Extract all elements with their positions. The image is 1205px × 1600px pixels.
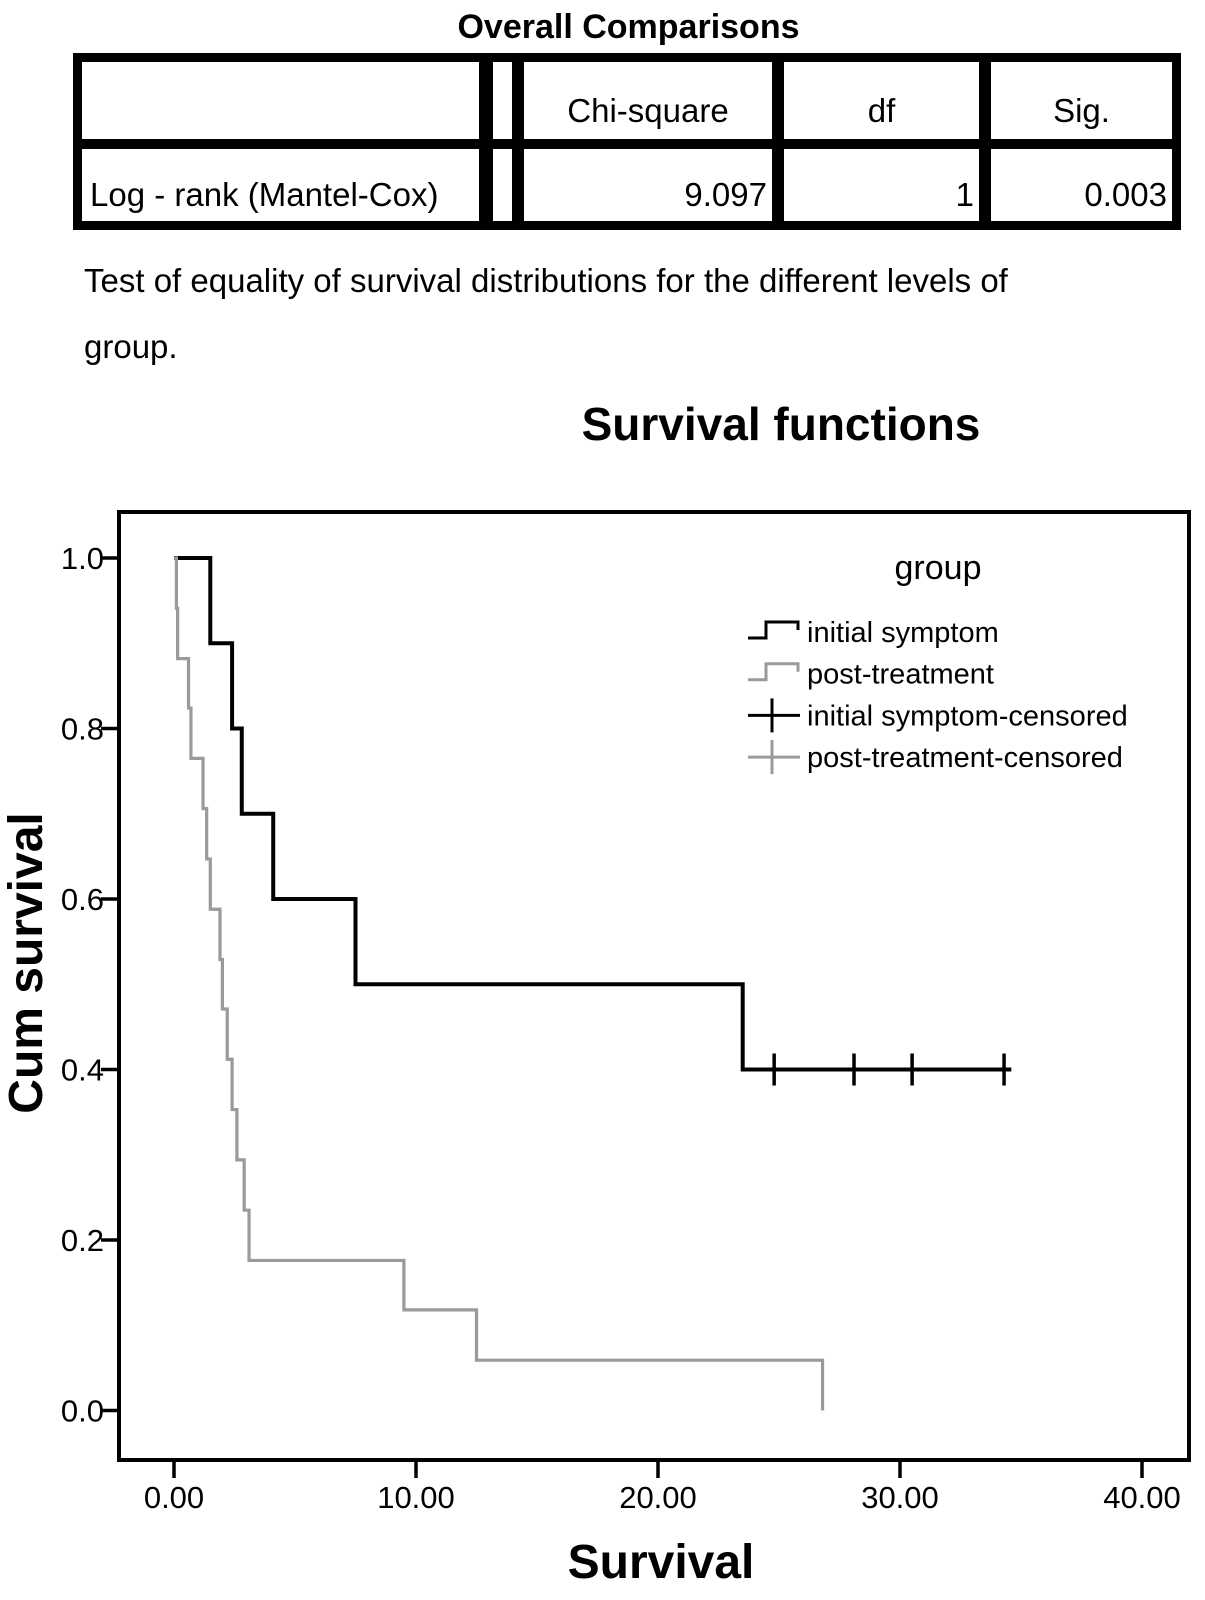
x-tick-label: 30.00: [861, 1480, 939, 1515]
x-tick-label: 10.00: [377, 1480, 455, 1515]
legend-step-symbol: [748, 662, 800, 682]
legend-title: group: [895, 549, 982, 587]
table-value-df: 1: [784, 149, 979, 221]
legend-label: post-treatment-censored: [807, 742, 1123, 774]
y-tick-label: 1.0: [61, 541, 104, 576]
curve-post-treatment: [174, 556, 825, 1411]
legend-label: initial symptom-censored: [807, 700, 1128, 732]
table-header-stub: [82, 62, 479, 139]
y-tick-label: 0.8: [61, 712, 104, 747]
table-double-rule: [479, 62, 524, 139]
y-tick-label: 0.2: [61, 1223, 104, 1258]
table-header-df: df: [784, 62, 979, 139]
overall-comparisons-table: Chi-square df Sig. Log - rank (Mantel-Co…: [73, 53, 1181, 230]
table-footnote: Test of equality of survival distributio…: [84, 248, 1008, 380]
plot-frame: [117, 510, 1191, 1462]
x-tick-label: 40.00: [1103, 1480, 1181, 1515]
table-rule: [979, 149, 991, 221]
table-row-label: Log - rank (Mantel-Cox): [82, 149, 479, 221]
legend-label: post-treatment: [807, 659, 994, 691]
table-header-chi-square: Chi-square: [524, 62, 772, 139]
axis-ticks: 0.00 10.00 20.00 30.00 40.00 1.0 0.8 0.6 0.4 0.2 0…: [61, 541, 1181, 1515]
table-rule: [772, 62, 784, 139]
y-tick-label: 0.6: [61, 882, 104, 917]
y-tick-label: 0.4: [61, 1053, 104, 1088]
table-double-rule: [479, 149, 524, 221]
table-rule: [772, 149, 784, 221]
legend-label: initial symptom: [807, 617, 999, 649]
y-axis-label: Cum survival: [0, 812, 53, 1113]
legend: initial symptom post-treatment initial sym…: [748, 617, 1128, 775]
y-tick-label: 0.0: [61, 1394, 104, 1429]
table-footnote-line2: group.: [84, 328, 178, 365]
table-footnote-line1: Test of equality of survival distributio…: [84, 262, 1008, 299]
x-tick-label: 0.00: [144, 1480, 204, 1515]
table-value-chi-square: 9.097: [524, 149, 772, 221]
table-header-sig: Sig.: [991, 62, 1172, 139]
table-title: Overall Comparisons: [457, 8, 800, 46]
table-rule: [979, 62, 991, 139]
chart-title: Survival functions: [582, 398, 981, 450]
survival-curves: [174, 556, 1012, 1411]
x-tick-label: 20.00: [619, 1480, 697, 1515]
x-axis-label: Survival: [568, 1536, 755, 1589]
table-value-sig: 0.003: [991, 149, 1172, 221]
legend-step-symbol: [748, 620, 800, 640]
curve-initial-symptom: [174, 556, 1012, 1072]
table-header-separator: [82, 139, 1172, 149]
